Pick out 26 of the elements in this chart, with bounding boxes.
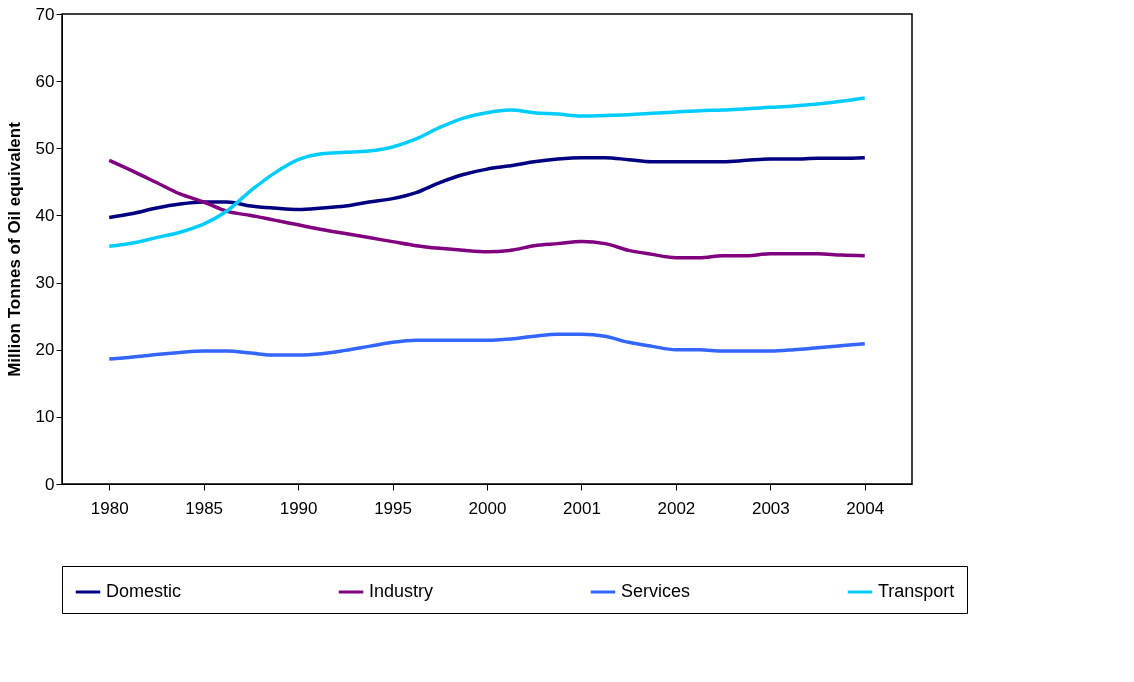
x-tick-label: 1985 [185,498,224,518]
y-tick-label: 70 [35,4,55,24]
x-tick-label: 2000 [468,498,507,518]
legend-label: Services [621,581,691,601]
y-axis-title: Million Tonnes of Oil equivalent [4,121,24,377]
y-tick-label: 20 [35,340,55,360]
x-tick-label: 2003 [751,498,790,518]
line-series [107,158,867,260]
x-tick-label: 1995 [374,498,412,518]
legend-label: Transport [878,581,955,601]
x-tick-label: 2004 [846,498,885,518]
y-tick-label: 60 [35,71,55,91]
y-tick-label: 10 [35,407,55,427]
y-tick-label: 40 [35,205,55,225]
line-series [107,96,867,249]
y-tick-label: 50 [35,138,55,158]
x-tick-label: 2002 [657,498,696,518]
legend-label: Domestic [106,581,182,601]
x-tick-label: 1980 [90,498,129,518]
legend-label: Industry [369,581,434,601]
line-series [107,155,867,220]
y-tick-label: 0 [45,474,55,494]
line-series [107,332,867,361]
x-tick-label: 1990 [279,498,318,518]
y-tick-label: 30 [35,273,55,293]
x-tick-label: 2001 [563,498,601,518]
